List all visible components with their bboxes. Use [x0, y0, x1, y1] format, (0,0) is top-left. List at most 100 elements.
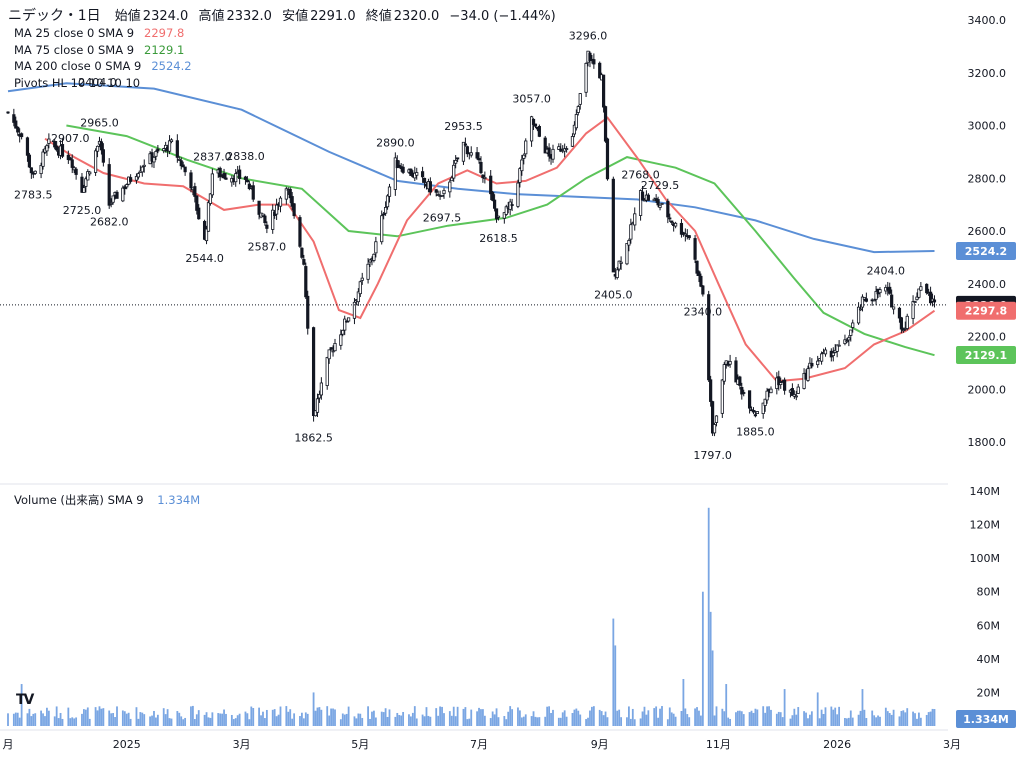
candle-body: [311, 327, 316, 417]
candle-body: [329, 347, 333, 350]
volume-bar: [371, 711, 373, 726]
candle-body: [905, 315, 909, 329]
volume-bar: [361, 717, 364, 726]
price-tag-box: [956, 301, 1016, 320]
volume-bar: [877, 715, 879, 726]
volume-bar: [168, 718, 171, 726]
volume-bar: [448, 711, 451, 726]
candle-body: [572, 124, 577, 135]
candle-body: [629, 224, 633, 240]
candle-body: [802, 373, 806, 389]
candles: [6, 50, 937, 437]
volume-bar: [207, 717, 210, 726]
pivot-label: 1797.0: [693, 449, 732, 462]
volume-bar: [643, 706, 646, 726]
candle-body: [502, 212, 506, 219]
volume-bar: [423, 716, 426, 726]
candle-body: [415, 172, 419, 176]
indicator-pivots[interactable]: Pivots HL 10 10 10 10: [14, 76, 140, 90]
candle-body: [243, 176, 248, 180]
volume-bar: [46, 707, 48, 726]
candle-body: [831, 352, 835, 356]
volume-bar: [631, 708, 634, 726]
volume-bar: [740, 711, 743, 726]
candle-body: [849, 329, 853, 336]
volume-bar: [314, 710, 317, 726]
volume-bar: [293, 713, 296, 726]
volume-bar: [612, 618, 615, 726]
volume-bar: [830, 706, 833, 726]
candle-body: [284, 188, 288, 200]
volume-bar: [20, 684, 23, 726]
volume-bar: [382, 712, 385, 726]
candle-body: [693, 238, 697, 260]
indicator-ma200[interactable]: MA 200 close 0 SMA 9 2524.2: [14, 59, 192, 73]
time-tick-label: 9月: [591, 738, 609, 751]
candle-body: [181, 164, 185, 168]
volume-bar: [151, 715, 153, 726]
candle-body: [796, 386, 800, 394]
indicator-ma75[interactable]: MA 75 close 0 SMA 9 2129.1: [14, 43, 184, 57]
pivot-label: 2953.5: [444, 120, 483, 133]
candle-body: [292, 203, 296, 217]
volume-bar: [629, 718, 632, 726]
volume-legend[interactable]: Volume (出来高) SMA 9 1.334M: [14, 492, 200, 508]
volume-bar: [875, 717, 877, 726]
volume-bar: [114, 717, 116, 726]
volume-bar: [250, 706, 253, 726]
candle-body: [911, 301, 915, 319]
volume-bar: [742, 714, 745, 726]
volume-bar: [75, 717, 78, 726]
candle-body: [617, 260, 621, 270]
volume-bar: [929, 711, 932, 726]
volume-bar: [602, 715, 605, 726]
candle-body: [890, 294, 894, 308]
tradingview-logo-icon[interactable]: TV: [16, 692, 34, 708]
volume-bar: [503, 716, 506, 726]
volume-bar: [236, 715, 239, 726]
candle-body: [115, 191, 119, 199]
candle-body: [290, 196, 294, 207]
volume-bar: [205, 712, 208, 726]
volume-bar: [600, 711, 603, 726]
volume-bar: [408, 714, 410, 726]
volume-bar: [246, 713, 249, 726]
candle-body: [206, 202, 211, 232]
candle-body: [679, 222, 684, 235]
candle-body: [765, 390, 769, 401]
candle-body: [136, 173, 141, 178]
volume-bar: [217, 713, 220, 726]
price-tag-label: 2129.1: [965, 349, 1007, 362]
symbol-title[interactable]: ニデック・1日: [8, 8, 101, 24]
pivot-label: 1862.5: [294, 432, 333, 445]
volume-bar: [137, 718, 140, 726]
pivot-label: 2729.5: [641, 179, 680, 192]
volume-bar: [834, 707, 837, 726]
candle-body: [195, 195, 199, 211]
volume-bar: [12, 713, 15, 726]
candle-body: [107, 164, 111, 206]
volume-tick-label: 80M: [977, 586, 1001, 599]
indicator-value: 2297.8: [144, 26, 185, 40]
pivot-label: 2340.0: [684, 306, 723, 319]
volume-bar: [153, 710, 155, 726]
candle-body: [640, 191, 645, 201]
volume-bar: [44, 716, 46, 726]
candle-body: [728, 361, 732, 365]
volume-bar: [116, 706, 118, 726]
candle-body: [47, 138, 51, 144]
volume-bar: [627, 706, 630, 726]
volume-bar: [766, 706, 768, 726]
volume-bar: [890, 714, 893, 726]
volume-bar: [805, 712, 807, 726]
volume-bar: [443, 713, 445, 726]
volume-bar: [462, 708, 465, 726]
candle-body: [325, 357, 329, 386]
indicator-ma25[interactable]: MA 25 close 0 SMA 9 2297.8: [14, 26, 184, 40]
volume-bar: [727, 717, 730, 726]
volume-bar: [275, 716, 278, 726]
candle-body: [479, 161, 483, 174]
candle-body: [823, 349, 828, 355]
volume-bar: [589, 710, 591, 726]
